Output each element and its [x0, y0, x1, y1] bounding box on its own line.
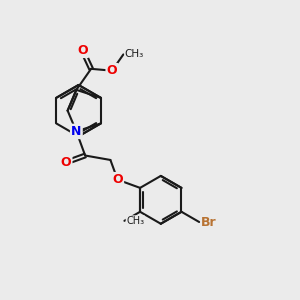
Text: CH₃: CH₃	[125, 50, 144, 59]
Text: O: O	[112, 173, 123, 186]
Text: N: N	[71, 125, 82, 138]
Text: O: O	[61, 156, 71, 169]
Text: Br: Br	[201, 215, 217, 229]
Text: CH₃: CH₃	[126, 216, 144, 226]
Text: O: O	[107, 64, 117, 77]
Text: O: O	[77, 44, 88, 57]
